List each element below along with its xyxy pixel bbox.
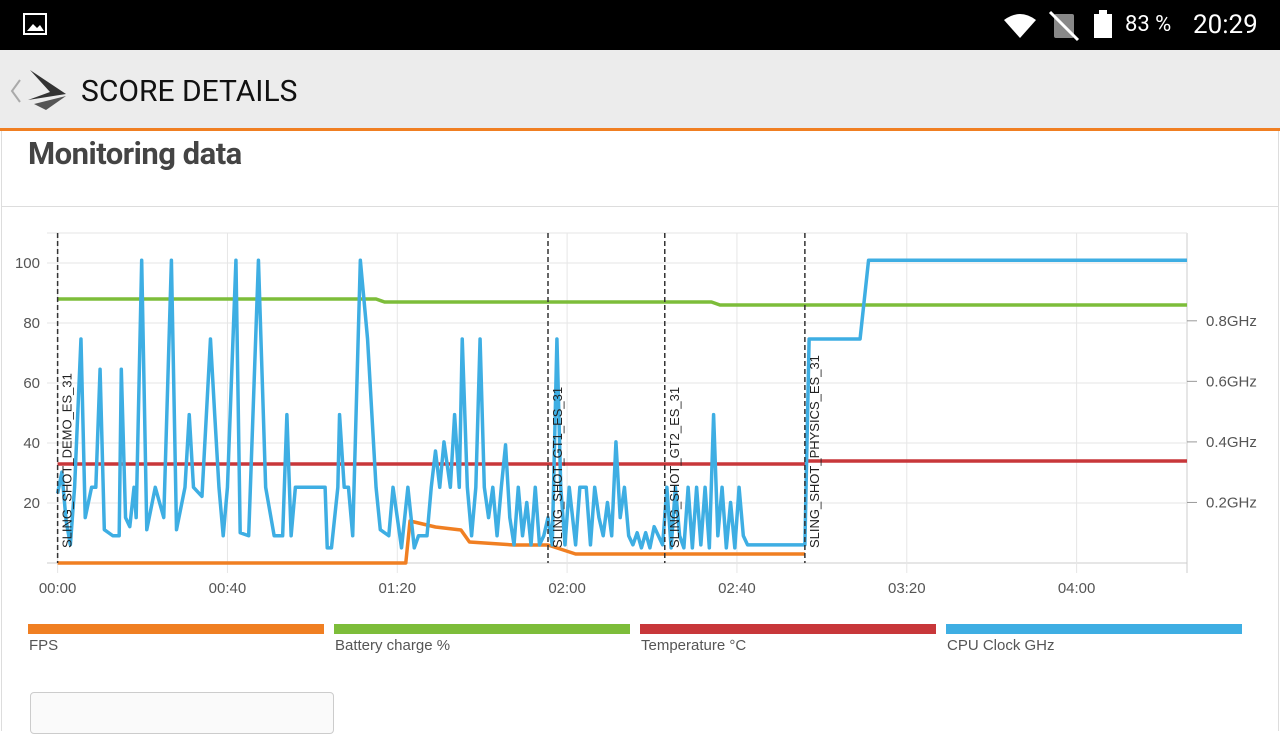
- y2-tick-label: 0.6GHz: [1206, 373, 1257, 390]
- phase-label: SLING_SHOT_DEMO_ES_31: [60, 373, 75, 548]
- back-button[interactable]: [0, 50, 80, 128]
- clock: 20:29: [1193, 10, 1258, 40]
- chart: 20 40 60 80 100 0.2GHz 0.4GHz 0.6GHz 0.8GHz 00:00…: [15, 232, 1257, 654]
- legend-swatch: [28, 624, 324, 634]
- button[interactable]: [30, 692, 334, 734]
- x-tick-label: 02:00: [548, 580, 586, 597]
- y-tick-label: 100: [15, 255, 40, 272]
- phase-label: SLING_SHOT_GT1_ES_31: [550, 387, 565, 548]
- divider: [2, 206, 1278, 207]
- monitoring-card: Monitoring data: [1, 131, 1279, 731]
- phase-label: SLING_SHOT_PHYSICS_ES_31: [807, 355, 822, 548]
- data-line: [55, 258, 1187, 550]
- page-title: SCORE DETAILS: [81, 74, 298, 109]
- legend-swatch: [640, 624, 936, 634]
- section-title: Monitoring data: [28, 135, 242, 172]
- legend-swatch: [334, 624, 630, 634]
- y2-tick-label: 0.8GHz: [1206, 313, 1257, 330]
- app-bar: SCORE DETAILS: [0, 50, 1280, 131]
- status-bar: 83 % 20:29: [0, 0, 1280, 50]
- legend-label: CPU Clock GHz: [947, 637, 1055, 654]
- x-tick-label: 00:40: [209, 580, 247, 597]
- legend-label: FPS: [29, 637, 58, 654]
- x-tick-label: 01:20: [379, 580, 417, 597]
- legend-label: Temperature °C: [641, 637, 746, 654]
- battery-level: 83 %: [1125, 12, 1172, 37]
- y2-tick-label: 0.4GHz: [1206, 434, 1257, 451]
- x-tick-label: 04:00: [1058, 580, 1096, 597]
- x-tick-label: 02:40: [718, 580, 756, 597]
- y-tick-label: 60: [23, 375, 40, 392]
- x-tick-label: 03:20: [888, 580, 926, 597]
- data-line: [57, 519, 805, 565]
- x-tick-label: 00:00: [39, 580, 77, 597]
- legend-label: Battery charge %: [335, 637, 450, 654]
- legend-swatch: [946, 624, 1242, 634]
- status-icons: [23, 10, 1112, 42]
- phase-label: SLING_SHOT_GT2_ES_31: [667, 387, 682, 548]
- y-tick-label: 80: [23, 315, 40, 332]
- y-tick-label: 40: [23, 435, 40, 452]
- y2-tick-label: 0.2GHz: [1206, 494, 1257, 511]
- y-tick-label: 20: [23, 495, 40, 512]
